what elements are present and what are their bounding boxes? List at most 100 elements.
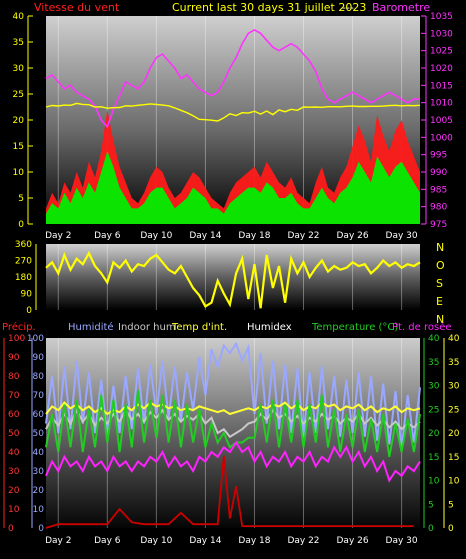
y-left-tick-15: 15 xyxy=(13,142,24,152)
y-precip-tick-0: 0 xyxy=(8,524,14,534)
panel-temp-humidity-series xyxy=(45,341,421,529)
y-humidity-tick-50: 50 xyxy=(33,429,45,439)
wind-average-area xyxy=(46,151,420,224)
y-precip-tick-80: 80 xyxy=(8,372,20,382)
y-dir-tick-90: 90 xyxy=(21,290,33,300)
y-right-tick-1035: 1035 xyxy=(430,12,453,22)
y-right-tick-975: 975 xyxy=(430,220,447,230)
humidity-line xyxy=(45,341,421,449)
x-tick-label-1: Day 2 xyxy=(45,231,71,241)
x-tick-label-6: Day 22 xyxy=(287,231,319,241)
x-tick-label-5: Day 18 xyxy=(238,231,270,241)
x-tick-label-4: Day 14 xyxy=(189,536,221,546)
x-tick-label-8: Day 30 xyxy=(386,536,418,546)
y-temp-tick-15: 15 xyxy=(428,453,439,463)
panel-wind-baro-axes: 0510152025303540975980985990995100010051… xyxy=(13,12,454,241)
y-right-tick-1005: 1005 xyxy=(430,116,453,126)
y-temp2-tick-40: 40 xyxy=(448,334,460,344)
y-right-tick-1010: 1010 xyxy=(430,99,453,109)
y-precip-tick-20: 20 xyxy=(8,486,20,496)
panel-wind-direction-bg xyxy=(46,244,420,310)
y-left-tick-30: 30 xyxy=(13,64,25,74)
y-precip-tick-90: 90 xyxy=(8,353,20,363)
y-temp-tick-40: 40 xyxy=(428,334,440,344)
panel-wind-direction: 0 90 180 270 360 N O S E N xyxy=(15,240,445,326)
x-tick-label-4: Day 14 xyxy=(189,231,221,241)
y-temp2-tick-5: 5 xyxy=(448,500,454,510)
x-tick-label-7: Day 26 xyxy=(337,536,369,546)
y-temp-tick-30: 30 xyxy=(428,382,440,392)
y-temp2-tick-35: 35 xyxy=(448,358,459,368)
y-right-tick-1000: 1000 xyxy=(430,133,453,143)
y-right-tick-995: 995 xyxy=(430,151,447,161)
y-dir-tick-270: 270 xyxy=(15,257,32,267)
y-precip-tick-100: 100 xyxy=(8,334,25,344)
x-tick-label-7: Day 26 xyxy=(337,231,369,241)
y-humidity-tick-70: 70 xyxy=(33,391,45,401)
y-left-tick-20: 20 xyxy=(13,116,25,126)
legend-humidity: Humidité xyxy=(68,321,114,333)
compass-label-n-bottom: N xyxy=(436,313,444,326)
panel-wind-baro-series xyxy=(45,28,421,224)
y-humidity-tick-20: 20 xyxy=(33,486,45,496)
wind-gust-area xyxy=(46,109,420,224)
panel-wind-direction-grid xyxy=(57,244,403,310)
x-tick-label-1: Day 2 xyxy=(45,536,71,546)
x-tick-label-8: Day 30 xyxy=(386,231,418,241)
wind-direction-line xyxy=(45,250,421,309)
y-humidity-tick-10: 10 xyxy=(33,505,45,515)
y-left-tick-40: 40 xyxy=(13,12,25,22)
y-dir-tick-180: 180 xyxy=(15,273,32,283)
y-precip-tick-30: 30 xyxy=(8,467,20,477)
y-precip-tick-50: 50 xyxy=(8,429,20,439)
y-humidity-tick-90: 90 xyxy=(33,353,45,363)
compass-label-s: S xyxy=(436,277,443,290)
y-temp-tick-25: 25 xyxy=(428,405,439,415)
x-tick-label-6: Day 22 xyxy=(287,536,319,546)
x-tick-label-3: Day 10 xyxy=(140,231,172,241)
y-right-tick-1030: 1030 xyxy=(430,29,453,39)
y-left-tick-35: 35 xyxy=(13,38,24,48)
y-temp2-tick-10: 10 xyxy=(448,477,460,487)
y-dir-tick-0: 0 xyxy=(26,306,32,316)
y-dir-tick-360: 360 xyxy=(15,240,32,250)
panel-wind-direction-axes: 0 90 180 270 360 xyxy=(15,240,37,316)
y-left-tick-5: 5 xyxy=(18,194,24,204)
dewpoint-line xyxy=(45,440,421,483)
x-tick-label-3: Day 10 xyxy=(140,536,172,546)
y-right-tick-985: 985 xyxy=(430,185,447,195)
panel-wind-baro: 0510152025303540975980985990995100010051… xyxy=(13,12,454,241)
y-left-tick-25: 25 xyxy=(13,90,24,100)
y-humidity-tick-60: 60 xyxy=(33,410,45,420)
y-precip-tick-10: 10 xyxy=(8,505,20,515)
legend-humidex: Humidex xyxy=(247,322,292,333)
precip-line xyxy=(45,455,414,529)
y-humidity-tick-100: 100 xyxy=(27,334,44,344)
y-right-tick-990: 990 xyxy=(430,168,447,178)
barometer-line xyxy=(45,28,420,129)
legend-dewpoint: Pt. de rosée xyxy=(392,321,452,333)
y-left-tick-0: 0 xyxy=(18,220,24,230)
y-right-tick-1025: 1025 xyxy=(430,47,453,57)
temperature-line xyxy=(45,390,421,457)
y-right-tick-1015: 1015 xyxy=(430,81,453,91)
legend-indoor-temp: Temp d'int. xyxy=(171,322,227,333)
y-temp2-tick-25: 25 xyxy=(448,405,459,415)
wind-direction-mean-line xyxy=(45,102,421,122)
y-precip-tick-70: 70 xyxy=(8,391,20,401)
wind-speed-title: Vitesse du vent xyxy=(34,1,120,14)
header-dash: --- xyxy=(342,1,354,14)
y-temp2-tick-0: 0 xyxy=(448,524,454,534)
indoor-temp-line xyxy=(45,401,421,416)
y-humidity-tick-30: 30 xyxy=(33,467,45,477)
compass-label-n-top: N xyxy=(436,241,444,254)
y-temp2-tick-15: 15 xyxy=(448,453,459,463)
y-temp2-tick-20: 20 xyxy=(448,429,460,439)
x-tick-label-2: Day 6 xyxy=(94,231,121,241)
compass-label-e: E xyxy=(436,295,443,308)
legend-indoor-hum: Indoor hum xyxy=(118,322,176,333)
y-right-tick-1020: 1020 xyxy=(430,64,453,74)
